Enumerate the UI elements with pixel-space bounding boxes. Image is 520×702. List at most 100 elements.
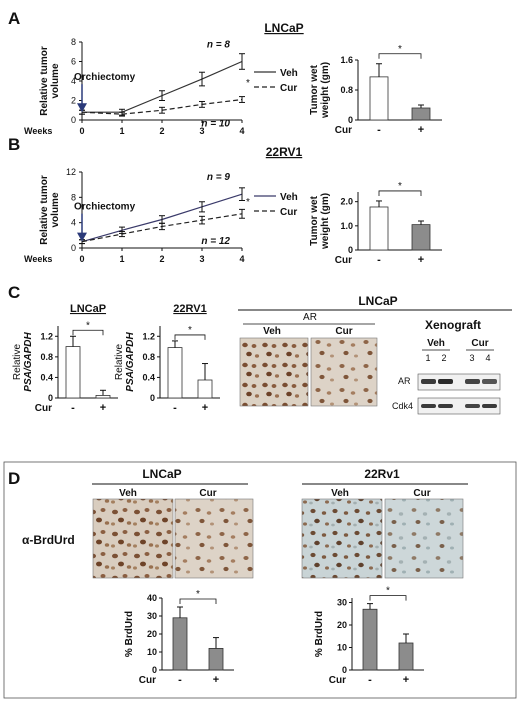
panel-d-lncap-bar-chart: 0 10 20 30 40 - + Cur * % BrdUrd — [124, 589, 234, 686]
significance-bracket — [378, 53, 422, 59]
y-axis-label: % BrdUrd — [124, 611, 135, 657]
category-label: + — [202, 402, 208, 414]
category-label: - — [368, 674, 372, 686]
bar-plus — [95, 395, 111, 399]
significance-bracket — [369, 595, 407, 601]
y-tick-label: 1.2 — [142, 331, 155, 341]
legend-label-cur: Cur — [280, 83, 297, 94]
panel-c-ihc-veh-label: Veh — [263, 326, 281, 337]
x-axis-label: Weeks — [24, 126, 52, 136]
y-tick-label: 0 — [71, 243, 76, 253]
n-label-cur: n = 12 — [201, 236, 230, 247]
blot-cdk4-membrane — [417, 397, 501, 415]
y-tick-label: 2.0 — [340, 197, 353, 207]
x-tick-label: 2 — [159, 126, 164, 136]
bar-plus — [398, 642, 414, 671]
significance-bracket — [179, 598, 217, 604]
x-tick-label: 3 — [199, 254, 204, 264]
significance-star: * — [86, 320, 90, 331]
y-tick-label: 8 — [71, 192, 76, 202]
y-tick-label: 0.8 — [40, 352, 53, 362]
panel-d-22rv1-cur-image — [384, 498, 464, 579]
panel-b-bar-chart: 0 1.0 2.0 - + Cur * Tumor wetweight (gm) — [309, 181, 442, 266]
orchiectomy-label: Orchiectomy — [74, 72, 136, 83]
chart-title: LNCaP — [70, 303, 106, 315]
blot-ar-band-4 — [482, 379, 497, 384]
y-tick-label: 0 — [348, 245, 353, 255]
panel-d-left-veh: Veh — [119, 488, 137, 499]
panel-d-left-cur: Cur — [199, 488, 216, 499]
y-axis-label-prefix: Relative — [114, 344, 125, 381]
panel-d-left-title: LNCaP — [142, 467, 181, 481]
panel-c-ihc-ar-label: AR — [303, 312, 317, 323]
significance-bracket — [72, 329, 104, 336]
chart-title: 22RV1 — [173, 303, 206, 315]
x-tick-label: 4 — [239, 254, 244, 264]
x-axis-label: Cur — [139, 675, 156, 686]
x-tick-label: 4 — [239, 126, 244, 136]
y-tick-label: 0.4 — [40, 372, 53, 382]
series-line-veh — [82, 60, 243, 113]
y-tick-label: 0.8 — [340, 85, 353, 95]
panel-letter-c: C — [8, 283, 20, 302]
category-label: + — [213, 674, 219, 686]
category-label: + — [418, 254, 424, 266]
bar-plus — [411, 107, 431, 121]
category-label: - — [377, 124, 381, 136]
panel-c-ihc-cur-image — [310, 337, 378, 407]
y-tick-label: 12 — [66, 167, 76, 177]
panel-d-22rv1-bar-chart: 0 10 20 30 - + Cur * % BrdUrd — [314, 586, 424, 686]
y-tick-label: 30 — [337, 598, 347, 608]
bar-minus — [369, 206, 389, 251]
category-label: - — [173, 402, 177, 414]
panel-c-ihc-veh-image — [239, 337, 309, 407]
y-axis-label-italic: PSA/GAPDH — [23, 331, 34, 391]
y-tick-label: 0 — [348, 115, 353, 125]
y-tick-label: 2 — [71, 96, 76, 106]
panel-d-frame — [3, 461, 517, 699]
panel-a-bar-chart: 0 0.8 1.6 - + Cur * Tumor wetweight (gm) — [309, 44, 442, 136]
x-tick-label: 1 — [119, 254, 124, 264]
y-tick-label: 40 — [147, 593, 157, 603]
x-axis-label: Weeks — [24, 254, 52, 264]
x-axis-label: Cur — [335, 255, 352, 266]
panel-letter-a: A — [8, 9, 20, 28]
y-tick-label: 10 — [147, 647, 157, 657]
category-label: - — [178, 674, 182, 686]
x-axis-label: Cur — [335, 125, 352, 136]
y-tick-label: 0.4 — [142, 372, 155, 382]
panel-a-line-chart: 0 2 4 6 8 0 1 2 3 4 Weeks Relative tumorvolume Veh n … — [24, 37, 298, 136]
significance-star: * — [398, 44, 402, 55]
bar-plus — [197, 379, 213, 399]
category-label: + — [403, 674, 409, 686]
legend-label-veh: Veh — [280, 68, 298, 79]
y-axis-label-italic: PSA/GAPDH — [125, 331, 136, 391]
blot-cdk4-band-2 — [438, 404, 453, 408]
blot-group-cur: Cur — [471, 338, 488, 349]
panel-c-ihc-title: LNCaP — [358, 294, 397, 308]
panel-letter-d: D — [8, 469, 20, 488]
legend-label-veh: Veh — [280, 192, 298, 203]
blot-row-cdk4: Cdk4 — [392, 401, 413, 411]
blot-ar-membrane — [417, 373, 501, 391]
stain-label: α-BrdUrd — [22, 533, 75, 547]
category-label: - — [71, 402, 75, 414]
y-tick-label: 4 — [71, 218, 76, 228]
category-label: + — [100, 402, 106, 414]
significance-star: * — [196, 589, 200, 600]
y-axis-label-prefix: Relative — [12, 344, 23, 381]
y-tick-label: 8 — [71, 37, 76, 47]
blot-cdk4-band-4 — [482, 404, 497, 408]
y-axis-label: Tumor wetweight (gm) — [309, 193, 331, 250]
legend-label-cur: Cur — [280, 207, 297, 218]
category-label: + — [418, 124, 424, 136]
y-tick-label: 30 — [147, 611, 157, 621]
category-label: - — [377, 254, 381, 266]
y-tick-label: 1.6 — [340, 55, 353, 65]
significance-star: * — [398, 181, 402, 192]
blot-ar-band-1 — [421, 379, 436, 384]
y-axis-label: Relative tumorvolume — [39, 175, 61, 245]
blot-lane-3: 3 — [469, 353, 474, 363]
y-tick-label: 0.8 — [142, 352, 155, 362]
